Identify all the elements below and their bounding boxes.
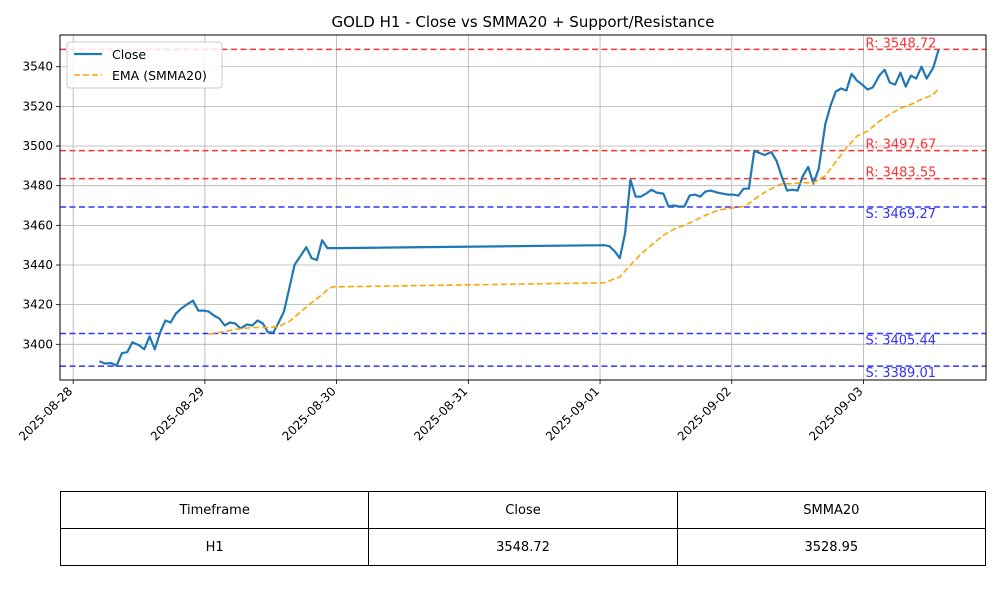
table-cell: 3548.72: [368, 528, 678, 566]
close-price-line: [99, 49, 940, 367]
table-cell: 3528.95: [676, 528, 987, 566]
y-tick-label: 3400: [22, 337, 53, 351]
legend: Close EMA (SMMA20): [66, 41, 223, 89]
table-header-cell: Timeframe: [59, 491, 370, 529]
chart-title: GOLD H1 - Close vs SMMA20 + Support/Resi…: [331, 13, 714, 31]
legend-smma-label: EMA (SMMA20): [112, 68, 207, 83]
resistance-level-label: R: 3483.55: [865, 166, 936, 181]
y-tick-label: 3540: [22, 60, 53, 74]
summary-table: Timeframe Close SMMA20 H1 3548.72 3528.9…: [59, 491, 987, 566]
y-tick-label: 3520: [22, 99, 53, 113]
level-labels: R: 3548.72 R: 3497.67 R: 3483.55 S: 3469.27…: [865, 36, 936, 381]
support-level-label: S: 3389.01: [865, 366, 936, 381]
table-row: H1 3548.72 3528.95: [59, 528, 987, 566]
resistance-level-label: R: 3548.72: [865, 36, 936, 51]
table-header-cell: SMMA20: [676, 491, 987, 529]
smma20-line: [208, 87, 940, 336]
y-tick-label: 3420: [22, 298, 53, 312]
y-tick-label: 3440: [22, 258, 53, 272]
y-tick-label: 3480: [22, 179, 53, 193]
plot-frame: [59, 34, 987, 381]
support-level-label: S: 3405.44: [865, 334, 936, 349]
y-tick-label: 3500: [22, 139, 53, 153]
table-header-row: Timeframe Close SMMA20: [59, 491, 987, 529]
series-lines: [99, 49, 940, 367]
resistance-level-label: R: 3497.67: [865, 138, 936, 153]
legend-close-label: Close: [112, 47, 146, 62]
table-header-cell: Close: [368, 491, 678, 529]
support-resistance-lines: [60, 48, 986, 367]
table-cell: H1: [59, 528, 370, 566]
support-level-label: S: 3469.27: [865, 207, 936, 222]
legend-box: [66, 41, 223, 89]
y-tick-label: 3460: [22, 218, 53, 232]
